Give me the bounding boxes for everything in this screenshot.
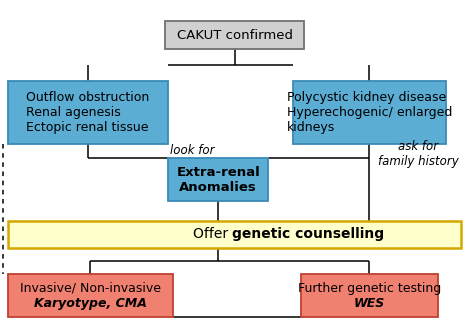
Text: Offer: Offer	[193, 227, 232, 241]
Text: WES: WES	[354, 297, 385, 310]
Text: Polycystic kidney disease
Hyperechogenic/ enlarged
kidneys: Polycystic kidney disease Hyperechogenic…	[287, 91, 452, 134]
FancyBboxPatch shape	[8, 221, 461, 248]
FancyBboxPatch shape	[165, 21, 304, 49]
Text: Extra-renal
Anomalies: Extra-renal Anomalies	[176, 166, 260, 194]
Text: ask for
family history: ask for family history	[378, 140, 459, 168]
FancyBboxPatch shape	[293, 81, 446, 144]
Text: genetic counselling: genetic counselling	[232, 227, 384, 241]
Text: Karyotype, CMA: Karyotype, CMA	[34, 297, 147, 310]
FancyBboxPatch shape	[301, 274, 438, 317]
FancyBboxPatch shape	[168, 158, 268, 201]
Text: CAKUT confirmed: CAKUT confirmed	[177, 29, 292, 41]
Text: Outflow obstruction
Renal agenesis
Ectopic renal tissue: Outflow obstruction Renal agenesis Ectop…	[27, 91, 150, 134]
FancyBboxPatch shape	[8, 274, 173, 317]
Text: Invasive/ Non-invasive: Invasive/ Non-invasive	[20, 282, 161, 295]
Text: Further genetic testing: Further genetic testing	[298, 282, 441, 295]
FancyBboxPatch shape	[8, 81, 168, 144]
Text: look for: look for	[171, 144, 215, 157]
